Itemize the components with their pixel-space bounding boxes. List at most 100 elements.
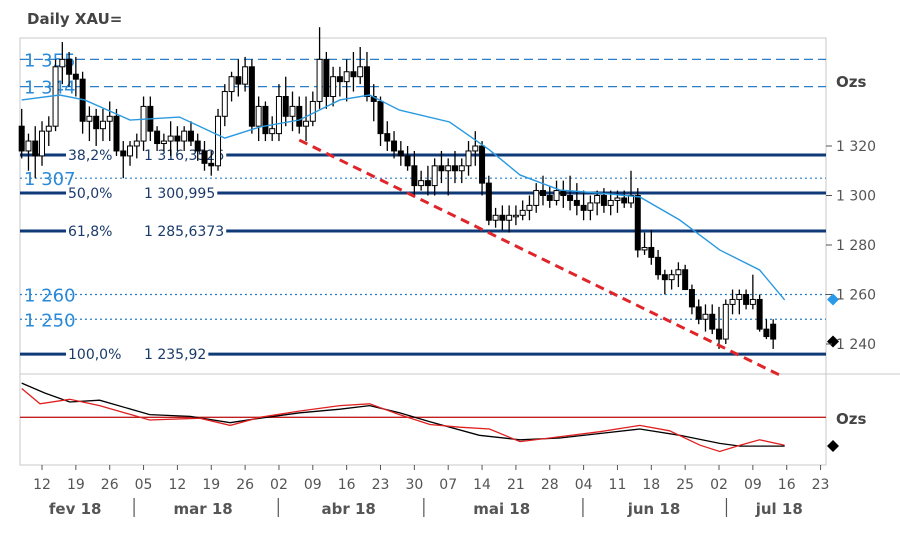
candle-body-up bbox=[472, 145, 479, 152]
candle bbox=[479, 141, 486, 196]
x-tick-label: 28 bbox=[541, 477, 559, 493]
candle-body-up bbox=[465, 150, 472, 167]
x-tick-label: 09 bbox=[744, 477, 762, 493]
candle-body-up bbox=[614, 197, 621, 201]
month-label: jun 18 bbox=[627, 500, 681, 518]
fibonacci-value: 1 300,995 bbox=[144, 186, 215, 202]
candle bbox=[336, 66, 343, 97]
candle bbox=[66, 51, 73, 87]
candle bbox=[546, 185, 553, 208]
candle bbox=[32, 126, 39, 179]
fibonacci-pct: 50,0% bbox=[68, 186, 112, 202]
candle bbox=[363, 51, 370, 102]
candle bbox=[492, 207, 499, 228]
candle-body-down bbox=[66, 58, 73, 75]
plot-frame bbox=[19, 37, 827, 466]
candle-body-up bbox=[140, 105, 147, 142]
candle bbox=[99, 108, 106, 142]
candle-body-down bbox=[695, 306, 702, 320]
candle-body-down bbox=[18, 125, 25, 152]
candle-body-up bbox=[269, 128, 276, 135]
candle-body-down bbox=[709, 313, 716, 330]
candle bbox=[289, 91, 296, 132]
candle-body-down bbox=[323, 58, 330, 97]
candle-body-down bbox=[743, 294, 750, 305]
candle bbox=[431, 158, 438, 196]
candle bbox=[580, 190, 587, 221]
resistance-label: 1 250 bbox=[24, 310, 76, 331]
candle-body-down bbox=[600, 195, 607, 206]
candle bbox=[709, 304, 716, 335]
candle-body-up bbox=[316, 58, 323, 102]
candle bbox=[39, 121, 46, 166]
y-tick-label: 1 280 bbox=[836, 238, 876, 254]
candle-body-down bbox=[296, 105, 303, 127]
candle-body-down bbox=[262, 105, 269, 135]
fibonacci-label-bg bbox=[66, 223, 227, 240]
x-tick-label: 04 bbox=[575, 477, 593, 493]
candle-body-up bbox=[99, 120, 106, 130]
candle-body-up bbox=[52, 66, 59, 127]
candle bbox=[729, 289, 736, 315]
candle-body-down bbox=[336, 76, 343, 83]
candle-body-down bbox=[770, 323, 777, 340]
candle bbox=[465, 141, 472, 176]
candle bbox=[45, 116, 52, 146]
candle bbox=[451, 150, 458, 184]
x-tick-label: 21 bbox=[507, 477, 525, 493]
x-tick-label: 02 bbox=[270, 477, 288, 493]
candle-body-up bbox=[133, 140, 140, 147]
candle bbox=[526, 195, 533, 221]
candle bbox=[567, 175, 574, 211]
candle-body-down bbox=[282, 96, 289, 117]
candle-body-down bbox=[546, 195, 553, 201]
candle-body-up bbox=[445, 165, 452, 172]
candle-body-down bbox=[451, 165, 458, 172]
candle-body-up bbox=[215, 115, 222, 167]
candle-body-up bbox=[25, 140, 32, 152]
candle bbox=[275, 84, 282, 142]
candle-body-up bbox=[181, 130, 188, 142]
candle bbox=[539, 175, 546, 206]
candle bbox=[655, 249, 662, 280]
candle-body-up bbox=[228, 76, 235, 93]
candle bbox=[512, 205, 519, 226]
candle-body-up bbox=[167, 135, 174, 142]
candle-body-up bbox=[533, 190, 540, 206]
x-tick-label: 14 bbox=[473, 477, 491, 493]
candle-body-up bbox=[749, 298, 756, 305]
candle bbox=[506, 205, 513, 233]
fibonacci-value: 1 235,92 bbox=[144, 347, 206, 363]
candle bbox=[418, 170, 425, 191]
candle bbox=[661, 269, 668, 295]
y-tick-label: 1 300 bbox=[836, 189, 876, 205]
candle-body-down bbox=[363, 66, 370, 98]
x-tick-label: 02 bbox=[710, 477, 728, 493]
candle bbox=[682, 264, 689, 291]
downtrend-line bbox=[298, 138, 781, 377]
candle bbox=[736, 289, 743, 315]
candle-body-down bbox=[661, 274, 668, 281]
candle-body-down bbox=[93, 115, 100, 130]
candle-body-up bbox=[59, 58, 66, 68]
candle bbox=[296, 96, 303, 134]
candle bbox=[343, 59, 350, 102]
price-marker-diamond bbox=[827, 293, 839, 306]
y-tick-label: 1 320 bbox=[836, 139, 876, 155]
candle bbox=[323, 51, 330, 109]
candle-body-down bbox=[479, 145, 486, 184]
candle-body-up bbox=[221, 91, 228, 117]
candle bbox=[79, 71, 86, 134]
candle-body-down bbox=[248, 66, 255, 127]
candle-body-down bbox=[621, 197, 628, 204]
candle bbox=[756, 294, 763, 332]
candle-body-up bbox=[127, 145, 134, 157]
moving-average-line bbox=[21, 94, 786, 301]
indicator-line-red bbox=[21, 388, 785, 453]
candle bbox=[424, 165, 431, 196]
x-tick-label: 26 bbox=[101, 477, 119, 493]
candle-body-down bbox=[201, 150, 208, 164]
candle bbox=[120, 141, 127, 179]
candle-body-up bbox=[255, 105, 262, 127]
